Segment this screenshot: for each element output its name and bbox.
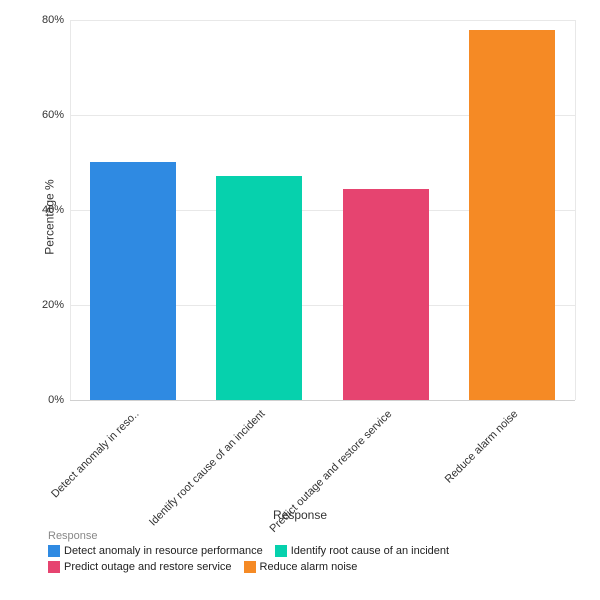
y-tick-label: 20% — [42, 299, 70, 311]
bar — [216, 176, 302, 400]
x-tick-label: Reduce alarm noise — [443, 408, 521, 486]
bar — [343, 189, 429, 400]
y-tick-label: 0% — [48, 394, 70, 406]
chart-container: 0%20%40%60%80%Detect anomaly in reso..Id… — [0, 0, 600, 600]
x-tick-label: Detect anomaly in reso.. — [49, 408, 141, 500]
y-axis-label: Percentage % — [43, 179, 57, 254]
legend-swatch — [275, 545, 287, 557]
legend-swatch — [244, 561, 256, 573]
x-axis-label: Response — [273, 508, 327, 522]
grid-line-h — [70, 20, 575, 21]
grid-line-v — [70, 20, 71, 400]
legend-label: Reduce alarm noise — [260, 561, 358, 573]
legend-item: Identify root cause of an incident — [275, 545, 449, 557]
legend: Detect anomaly in resource performance Id… — [48, 545, 588, 573]
legend-label: Predict outage and restore service — [64, 561, 232, 573]
x-tick-label: Identify root cause of an incident — [147, 408, 267, 528]
bar — [90, 162, 176, 400]
plot-area: 0%20%40%60%80%Detect anomaly in reso..Id… — [70, 20, 575, 400]
legend-item: Reduce alarm noise — [244, 561, 358, 573]
legend-swatch — [48, 561, 60, 573]
x-axis-line — [70, 400, 575, 401]
y-tick-label: 80% — [42, 14, 70, 26]
legend-label: Detect anomaly in resource performance — [64, 545, 263, 557]
legend-swatch — [48, 545, 60, 557]
legend-item: Predict outage and restore service — [48, 561, 232, 573]
legend-title: Response — [48, 530, 98, 542]
legend-item: Detect anomaly in resource performance — [48, 545, 263, 557]
y-tick-label: 60% — [42, 109, 70, 121]
bar — [469, 30, 555, 400]
grid-line-v — [575, 20, 576, 400]
legend-label: Identify root cause of an incident — [291, 545, 449, 557]
